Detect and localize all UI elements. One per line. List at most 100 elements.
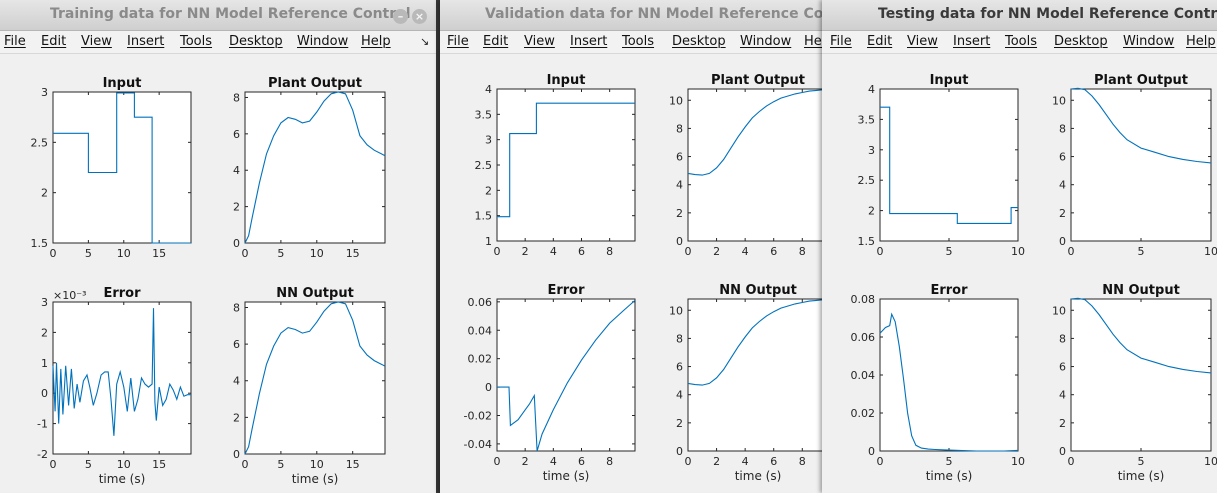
x-tick-label: 5 bbox=[946, 245, 953, 258]
y-tick-label: 4 bbox=[868, 83, 875, 96]
x-tick-label: 5 bbox=[1138, 455, 1145, 468]
testing-figure-window[interactable]: Testing data for NN Model Reference Cont… bbox=[822, 0, 1217, 493]
y-tick-label: 3.5 bbox=[858, 113, 876, 126]
axes-error: Error 0 5 10 0 0.02 0.04 0.06 0.08 time (s) bbox=[851, 283, 1026, 483]
axes-input: Input 0 5 10 1.5 2 2.5 3 3.5 4 bbox=[858, 73, 1026, 258]
window-titlebar[interactable]: Training data for NN Model Reference Con… bbox=[0, 0, 436, 31]
y-tick-label: 6 bbox=[1059, 361, 1066, 374]
menu-window[interactable]: Window bbox=[1123, 34, 1175, 49]
series-line bbox=[497, 299, 636, 452]
y-tick-label: 2 bbox=[676, 417, 683, 430]
series-line bbox=[52, 308, 191, 436]
y-tick-label: 4 bbox=[1059, 179, 1066, 192]
minimize-icon[interactable]: – bbox=[393, 9, 408, 24]
x-axis-label: time (s) bbox=[1118, 469, 1165, 483]
menu-desktop[interactable]: Desktop bbox=[229, 34, 283, 49]
window-titlebar[interactable]: Validation data for NN Model Reference C… bbox=[440, 0, 826, 31]
y-tick-label: 0 bbox=[41, 387, 48, 400]
menu-tools[interactable]: Tools bbox=[180, 34, 213, 49]
x-tick-label: 0 bbox=[242, 247, 249, 260]
y-tick-label: 0 bbox=[868, 445, 875, 458]
menu-desktop[interactable]: Desktop bbox=[672, 34, 726, 49]
x-axis-label: time (s) bbox=[735, 469, 782, 483]
window-title: Testing data for NN Model Reference Cont… bbox=[878, 6, 1217, 22]
y-tick-label: -2 bbox=[37, 448, 48, 461]
axes-frame bbox=[1070, 298, 1212, 452]
y-tick-label: 8 bbox=[676, 332, 683, 345]
x-axis-label: time (s) bbox=[292, 472, 339, 486]
close-icon[interactable]: × bbox=[412, 9, 427, 24]
menu-tools[interactable]: Tools bbox=[1005, 34, 1038, 49]
y-tick-label: 4 bbox=[485, 83, 492, 96]
menu-desktop[interactable]: Desktop bbox=[1054, 34, 1108, 49]
menu-help[interactable]: Help bbox=[1186, 34, 1216, 49]
menu-window[interactable]: Window bbox=[740, 34, 792, 49]
menu-edit[interactable]: Edit bbox=[867, 34, 893, 49]
x-tick-label: 10 bbox=[310, 247, 324, 260]
window-titlebar[interactable]: Testing data for NN Model Reference Cont… bbox=[822, 0, 1217, 31]
y-tick-label: 0 bbox=[1059, 445, 1066, 458]
menu-insert[interactable]: Insert bbox=[570, 34, 608, 49]
plot-title: Input bbox=[547, 73, 586, 88]
series-line bbox=[687, 88, 826, 176]
menu-view[interactable]: View bbox=[81, 34, 112, 49]
plot-title: Error bbox=[547, 283, 585, 298]
x-tick-label: 2 bbox=[713, 455, 720, 468]
x-tick-label: 8 bbox=[799, 245, 806, 258]
x-tick-label: 10 bbox=[117, 247, 131, 260]
axes-nn-output: NN Output 0 2 4 6 8 0 2 4 6 8 10 time (s) bbox=[669, 283, 826, 483]
y-tick-label: 2 bbox=[485, 184, 492, 197]
menu-edit[interactable]: Edit bbox=[41, 34, 67, 49]
menu-insert[interactable]: Insert bbox=[127, 34, 165, 49]
menu-view[interactable]: View bbox=[524, 34, 555, 49]
plot-title: Plant Output bbox=[711, 73, 805, 88]
training-figure-window[interactable]: Training data for NN Model Reference Con… bbox=[0, 0, 436, 493]
y-tick-label: 0.02 bbox=[468, 353, 493, 366]
x-tick-label: 0 bbox=[50, 458, 57, 471]
x-tick-label: 15 bbox=[346, 247, 360, 260]
menu-file[interactable]: File bbox=[4, 34, 26, 49]
menu-help[interactable]: Help bbox=[804, 34, 826, 49]
menu-tools[interactable]: Tools bbox=[622, 34, 655, 49]
x-tick-label: 6 bbox=[578, 455, 585, 468]
x-tick-label: 0 bbox=[1068, 245, 1075, 258]
x-tick-label: 0 bbox=[685, 455, 692, 468]
series-line bbox=[497, 102, 635, 218]
y-tick-label: 2 bbox=[676, 207, 683, 220]
testing-plots: Input 0 5 10 1.5 2 2.5 3 3.5 4 Plant Output 0 5 10 0 2 4… bbox=[851, 73, 1217, 483]
menu-file[interactable]: File bbox=[830, 34, 852, 49]
x-axis-label: time (s) bbox=[99, 472, 146, 486]
validation-figure-window[interactable]: Validation data for NN Model Reference C… bbox=[440, 0, 826, 493]
dock-arrow-icon[interactable]: ↘ bbox=[420, 35, 430, 48]
y-tick-label: 10 bbox=[669, 94, 683, 107]
plot-title: Input bbox=[930, 73, 969, 88]
series-line bbox=[880, 106, 1018, 224]
x-tick-label: 0 bbox=[50, 247, 57, 260]
axis-exponent: ×10⁻³ bbox=[53, 289, 86, 302]
menu-insert[interactable]: Insert bbox=[953, 34, 991, 49]
x-tick-label: 2 bbox=[522, 455, 529, 468]
y-tick-label: 0 bbox=[676, 445, 683, 458]
axes-plant-output: Plant Output 0 5 10 0 2 4 6 8 10 bbox=[1052, 73, 1217, 258]
menu-view[interactable]: View bbox=[907, 34, 938, 49]
y-tick-label: 2.5 bbox=[858, 174, 876, 187]
series-line bbox=[687, 298, 826, 386]
menu-window[interactable]: Window bbox=[297, 34, 349, 49]
menu-file[interactable]: File bbox=[447, 34, 469, 49]
axes-input: Input 0 5 10 15 1.5 2 2.5 3 bbox=[31, 76, 192, 260]
plot-title: Error bbox=[930, 283, 968, 298]
y-tick-label: 0 bbox=[485, 381, 492, 394]
menu-edit[interactable]: Edit bbox=[483, 34, 509, 49]
x-tick-label: 4 bbox=[550, 455, 557, 468]
x-tick-label: 10 bbox=[1204, 245, 1217, 258]
plot-title: Plant Output bbox=[268, 76, 362, 91]
window-title: Training data for NN Model Reference Con… bbox=[50, 6, 411, 22]
y-tick-label: 3 bbox=[868, 144, 875, 157]
x-tick-label: 2 bbox=[522, 245, 529, 258]
menu-help[interactable]: Help bbox=[361, 34, 391, 49]
plot-title: NN Output bbox=[1102, 283, 1180, 298]
x-tick-label: 4 bbox=[742, 455, 749, 468]
y-tick-label: 10 bbox=[1052, 304, 1066, 317]
y-tick-label: 8 bbox=[1059, 332, 1066, 345]
x-tick-label: 6 bbox=[578, 245, 585, 258]
